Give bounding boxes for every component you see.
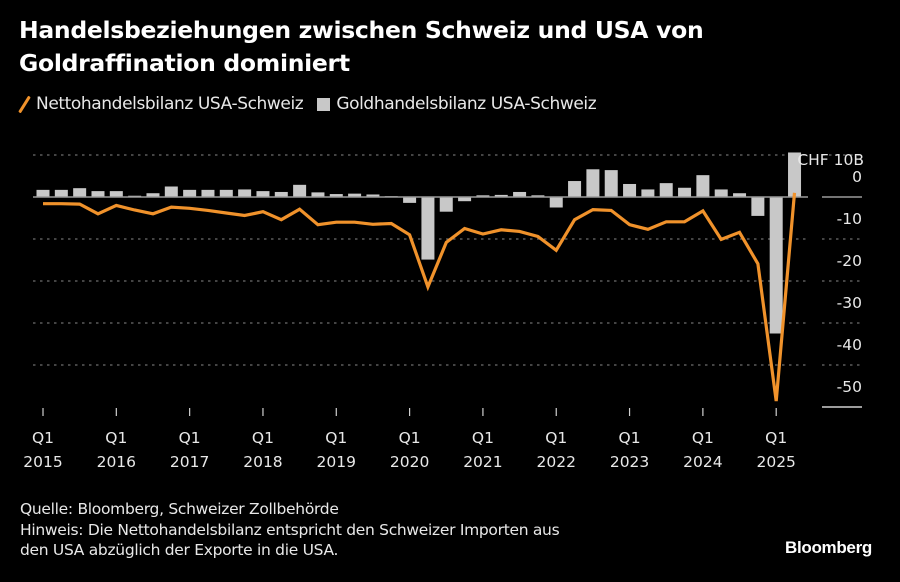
gold-balance-bar — [164, 186, 178, 197]
x-tick-label-year: 2021 — [463, 453, 502, 471]
x-tick-label-year: 2017 — [170, 453, 209, 471]
gold-balance-bar — [476, 195, 490, 197]
gold-balance-bar — [531, 195, 545, 197]
x-tick-label-year: 2015 — [23, 453, 62, 471]
x-axis: Q1 2015 Q1 2016 Q1 2017 Q1 2018 Q1 2019 Q1 2020 Q1 20… — [23, 408, 796, 471]
gold-balance-bar — [714, 189, 728, 197]
legend-item-gold-balance: Goldhandelsbilanz USA-Schweiz — [317, 94, 597, 114]
x-tick-label-quarter: Q1 — [105, 429, 127, 447]
gold-balance-bar — [366, 194, 380, 197]
bloomberg-logo: Bloomberg — [784, 538, 872, 557]
gold-balance-bar — [238, 189, 252, 197]
gold-balance-bar — [513, 191, 527, 197]
x-tick-label-year: 2023 — [610, 453, 649, 471]
x-tick-label-quarter: Q1 — [252, 429, 274, 447]
gold-balance-bar — [494, 194, 508, 197]
chart-title: Handelsbeziehungen zwischen Schweiz und … — [19, 16, 704, 77]
gold-balance-bar — [146, 193, 160, 197]
gold-balance-bar — [311, 192, 325, 197]
gold-balance-bar — [293, 184, 307, 197]
gray-square-icon — [317, 97, 331, 111]
gold-balance-bar — [678, 187, 692, 197]
gold-balance-bar — [421, 197, 435, 260]
gridlines — [33, 154, 862, 366]
x-tick-label-quarter: Q1 — [765, 429, 787, 447]
zero-baseline — [33, 196, 862, 408]
gold-balance-bar — [91, 191, 105, 197]
gold-balance-bar — [109, 191, 123, 197]
x-tick-label-year: 2020 — [390, 453, 429, 471]
hint-note-line2: den USA abzüglich der Exporte in die USA… — [20, 541, 339, 559]
x-tick-label-year: 2022 — [537, 453, 576, 471]
x-tick-label-year: 2025 — [756, 453, 795, 471]
x-tick-label-quarter: Q1 — [472, 429, 494, 447]
gold-balance-bar — [604, 170, 618, 197]
gold-balance-bar — [183, 189, 197, 197]
hint-note-line1: Hinweis: Die Nettohandelsbilanz entspric… — [20, 520, 560, 539]
gold-balance-bar — [439, 197, 453, 212]
gold-balance-bar — [623, 183, 637, 197]
x-tick-label-quarter: Q1 — [692, 429, 714, 447]
x-tick-label-quarter: Q1 — [619, 429, 641, 447]
gold-balance-bar — [751, 197, 765, 216]
gold-balance-bar — [549, 197, 563, 208]
net-balance-line — [43, 192, 797, 402]
gold-balance-bar — [219, 189, 233, 197]
line-series-net — [42, 192, 797, 402]
legend-item-net-balance: Nettohandelsbilanz USA-Schweiz — [20, 94, 304, 114]
legend: Nettohandelsbilanz USA-Schweiz Goldhande… — [20, 94, 610, 114]
y-tick-label: -20 — [837, 252, 862, 270]
gold-balance-bar — [586, 169, 600, 197]
gold-balance-bar — [641, 189, 655, 197]
gold-balance-bar — [788, 152, 802, 197]
x-tick-label-quarter: Q1 — [399, 429, 421, 447]
gold-balance-bar — [274, 191, 288, 197]
gold-balance-bar — [256, 191, 270, 197]
x-tick-label-quarter: Q1 — [325, 429, 347, 447]
footer-notes: Quelle: Bloomberg, Schweizer Zollbehörde… — [20, 499, 560, 561]
gold-balance-bar — [36, 189, 50, 197]
gold-balance-bar — [769, 197, 783, 334]
x-tick-label-year: 2019 — [317, 453, 356, 471]
y-tick-label: 0 — [852, 168, 862, 186]
source-note: Quelle: Bloomberg, Schweizer Zollbehörde — [20, 500, 339, 518]
gold-balance-bar — [201, 189, 215, 197]
legend-label-gold-balance: Goldhandelsbilanz USA-Schweiz — [336, 94, 597, 114]
x-tick-label-year: 2018 — [243, 453, 282, 471]
y-tick-label: -40 — [837, 336, 862, 354]
y-tick-label: -50 — [837, 378, 862, 396]
x-tick-label-quarter: Q1 — [545, 429, 567, 447]
gold-balance-bar — [403, 197, 417, 203]
gold-balance-bar — [329, 194, 343, 197]
y-tick-label: -30 — [837, 294, 862, 312]
gold-balance-bar — [696, 175, 710, 197]
bar-series-gold — [36, 152, 802, 334]
x-tick-label-year: 2024 — [683, 453, 722, 471]
legend-label-net-balance: Nettohandelsbilanz USA-Schweiz — [36, 94, 304, 114]
gold-balance-bar — [568, 181, 582, 197]
gold-balance-bar — [659, 183, 673, 197]
x-tick-label-quarter: Q1 — [179, 429, 201, 447]
y-axis-unit-label: CHF 10B — [797, 151, 864, 169]
x-tick-label-quarter: Q1 — [32, 429, 54, 447]
gold-balance-bar — [458, 197, 472, 202]
y-tick-label: -10 — [837, 210, 862, 228]
gold-balance-bar — [348, 193, 362, 197]
x-tick-label-year: 2016 — [97, 453, 136, 471]
gold-balance-bar — [54, 189, 68, 197]
gold-balance-bar — [73, 188, 87, 197]
gold-balance-bar — [733, 193, 747, 197]
